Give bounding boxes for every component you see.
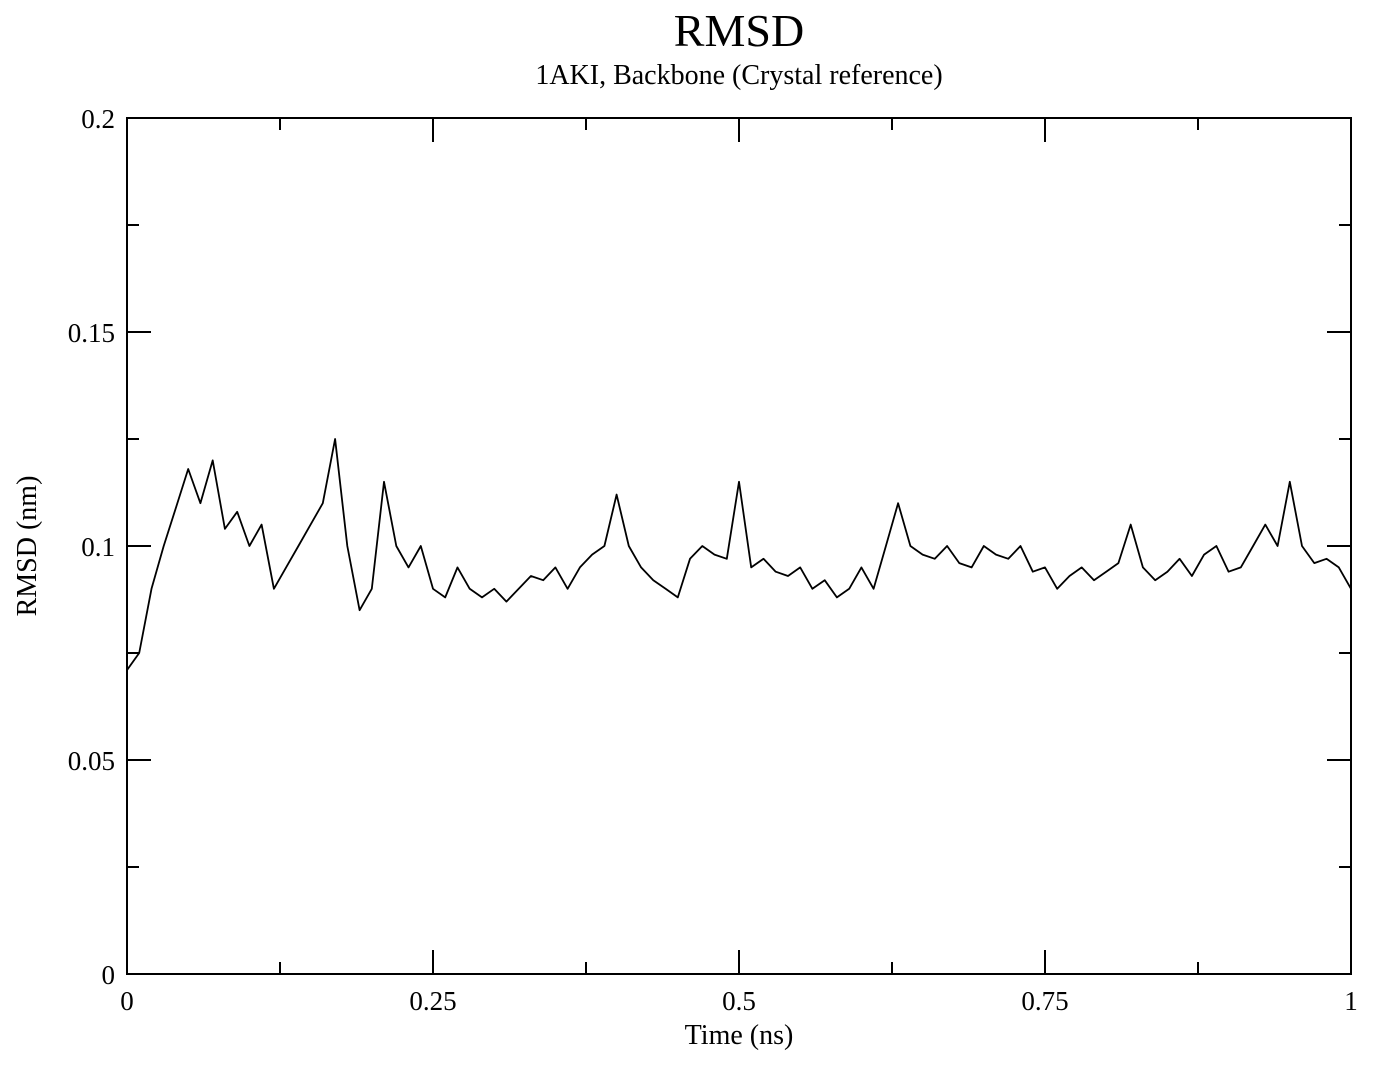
- x-axis-label: Time (ns): [685, 1020, 794, 1051]
- y-tick-label: 0.1: [81, 532, 115, 562]
- y-tick-label: 0: [102, 960, 116, 990]
- x-tick-label: 0.75: [1021, 986, 1068, 1016]
- chart-title: RMSD: [674, 5, 804, 56]
- x-tick-label: 0.25: [409, 986, 456, 1016]
- y-axis-ticks: [127, 117, 1351, 975]
- rmsd-series-line: [126, 438, 1352, 671]
- x-axis-ticks: [126, 118, 1352, 974]
- x-tick-label: 1: [1344, 986, 1358, 1016]
- x-tick-labels: 0 0.25 0.5 0.75 1: [120, 986, 1358, 1016]
- y-axis-label: RMSD (nm): [12, 476, 43, 617]
- y-tick-label: 0.2: [81, 104, 115, 134]
- x-tick-label: 0.5: [722, 986, 756, 1016]
- x-tick-label: 0: [120, 986, 134, 1016]
- y-tick-label: 0.05: [68, 746, 115, 776]
- chart-subtitle: 1AKI, Backbone (Crystal reference): [535, 60, 942, 91]
- y-tick-label: 0.15: [68, 318, 115, 348]
- plot-frame: [126, 117, 1352, 975]
- y-tick-labels: 0 0.05 0.1 0.15 0.2: [68, 104, 115, 990]
